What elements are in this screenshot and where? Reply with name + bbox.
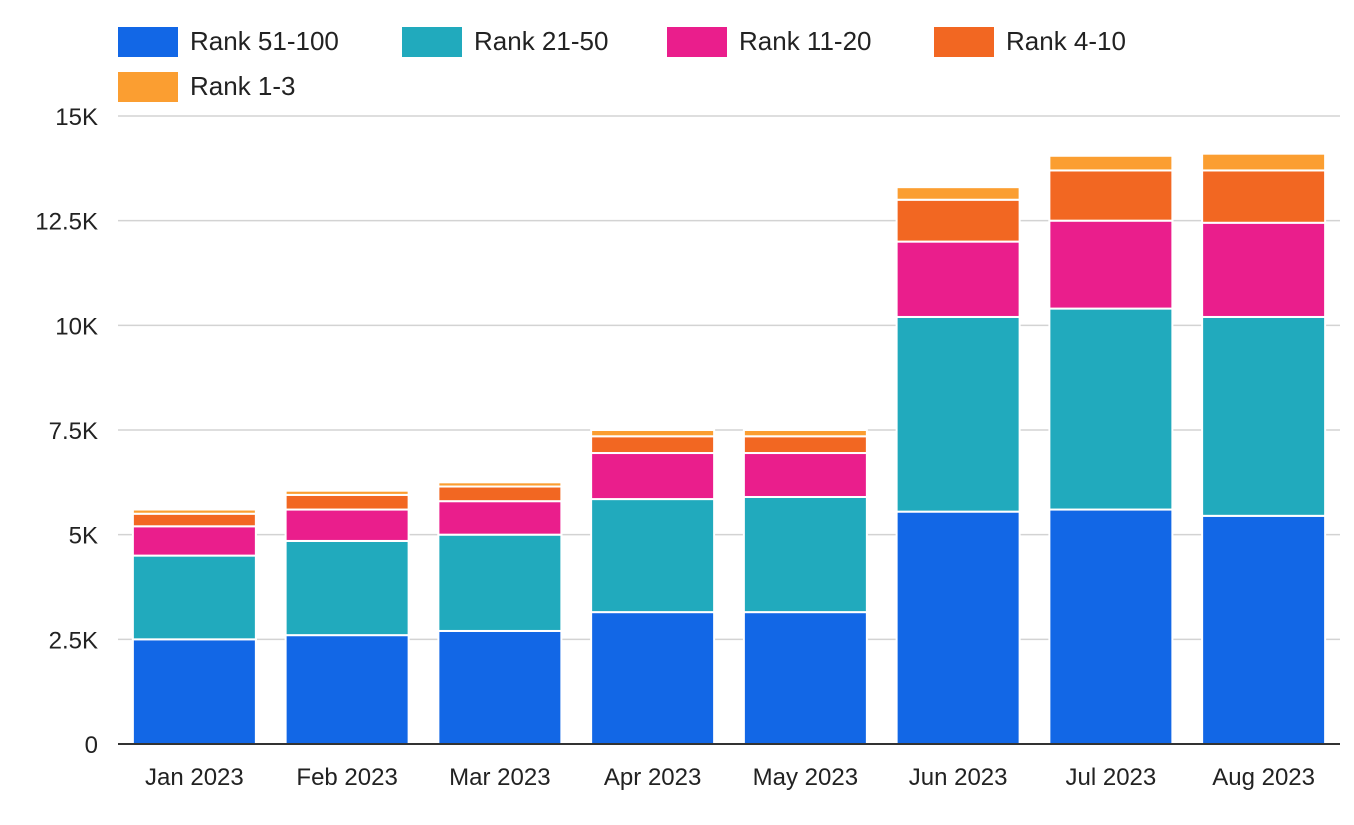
bar-segment bbox=[742, 452, 868, 498]
y-tick-label: 0 bbox=[85, 732, 98, 759]
bar-segment bbox=[1048, 508, 1174, 745]
y-tick-label: 15K bbox=[55, 104, 98, 131]
bar-segment bbox=[131, 508, 257, 515]
bar-segment bbox=[742, 611, 868, 745]
bar-segment bbox=[895, 510, 1021, 746]
bar-segment bbox=[590, 611, 716, 745]
bar-segment bbox=[1048, 154, 1174, 172]
legend-item: Rank 11-20 bbox=[667, 26, 872, 57]
bar-segment bbox=[284, 634, 410, 745]
bar-segment bbox=[437, 629, 563, 746]
bar-stack bbox=[131, 508, 257, 745]
legend-item: Rank 1-3 bbox=[118, 71, 296, 102]
bar-segment bbox=[590, 429, 716, 438]
bar-segment bbox=[590, 498, 716, 614]
bar-stack bbox=[437, 481, 563, 746]
bar-segment bbox=[1201, 315, 1327, 517]
legend-item: Rank 51-100 bbox=[118, 26, 339, 57]
bar-segment bbox=[131, 512, 257, 528]
x-tick-label: Feb 2023 bbox=[296, 764, 397, 791]
bar-segment bbox=[895, 186, 1021, 201]
x-tick-label: Jan 2023 bbox=[145, 764, 244, 791]
bar-segment bbox=[1201, 221, 1327, 318]
bar-segment bbox=[131, 525, 257, 557]
x-axis: Jan 2023 Feb 2023 Mar 2023 Apr 2023 May 2023… bbox=[118, 743, 1340, 791]
bar-segment bbox=[131, 638, 257, 745]
bar-segment bbox=[284, 489, 410, 496]
bar-segment bbox=[590, 452, 716, 501]
bar-segment bbox=[1048, 307, 1174, 511]
y-tick-label: 7.5K bbox=[49, 418, 98, 445]
legend-label: Rank 1-3 bbox=[190, 71, 296, 101]
legend: Rank 51-100 Rank 21-50 Rank 11-20 Rank 4-10… bbox=[118, 26, 1126, 102]
y-tick-label: 10K bbox=[55, 313, 98, 340]
x-tick-label: Jul 2023 bbox=[1066, 764, 1157, 791]
legend-label: Rank 51-100 bbox=[190, 26, 339, 56]
bar-segment bbox=[895, 315, 1021, 513]
bar-stack bbox=[1201, 152, 1327, 745]
legend-swatch bbox=[118, 72, 178, 102]
bar-segment bbox=[437, 481, 563, 488]
legend-label: Rank 21-50 bbox=[474, 26, 608, 56]
legend-swatch bbox=[402, 27, 462, 57]
bar-segment bbox=[1048, 169, 1174, 222]
bar-stack bbox=[284, 489, 410, 745]
y-tick-label: 12.5K bbox=[35, 209, 98, 236]
x-tick-label: Aug 2023 bbox=[1212, 764, 1315, 791]
bar-segment bbox=[895, 240, 1021, 318]
bar-segment bbox=[131, 554, 257, 641]
legend-item: Rank 4-10 bbox=[934, 26, 1126, 57]
bar-segment bbox=[742, 495, 868, 614]
x-tick-label: Apr 2023 bbox=[604, 764, 701, 791]
legend-swatch bbox=[118, 27, 178, 57]
x-tick-label: May 2023 bbox=[753, 764, 858, 791]
bar-segment bbox=[284, 539, 410, 637]
bar-segment bbox=[590, 435, 716, 455]
legend-label: Rank 11-20 bbox=[739, 26, 872, 56]
bar-segment bbox=[437, 500, 563, 536]
bar-segment bbox=[742, 429, 868, 438]
y-axis: 0 2.5K 5K 7.5K 10K 12.5K 15K bbox=[35, 104, 98, 759]
bar-stack bbox=[742, 429, 868, 745]
bar-segment bbox=[1201, 514, 1327, 745]
bar-segment bbox=[1201, 152, 1327, 172]
bar-segment bbox=[284, 508, 410, 542]
bar-stack bbox=[1048, 154, 1174, 745]
bar-segment bbox=[895, 198, 1021, 243]
bar-stack bbox=[895, 186, 1021, 746]
legend-swatch bbox=[934, 27, 994, 57]
x-tick-label: Jun 2023 bbox=[909, 764, 1008, 791]
bars bbox=[131, 152, 1327, 746]
legend-swatch bbox=[667, 27, 727, 57]
bar-segment bbox=[437, 533, 563, 632]
bar-stack bbox=[590, 429, 716, 745]
bar-segment bbox=[437, 485, 563, 503]
x-tick-label: Mar 2023 bbox=[449, 764, 550, 791]
legend-item: Rank 21-50 bbox=[402, 26, 608, 57]
bar-segment bbox=[1048, 219, 1174, 310]
bar-segment bbox=[1201, 169, 1327, 224]
y-tick-label: 2.5K bbox=[49, 627, 98, 654]
legend-label: Rank 4-10 bbox=[1006, 26, 1126, 56]
y-tick-label: 5K bbox=[69, 523, 98, 550]
bar-segment bbox=[284, 493, 410, 511]
bar-segment bbox=[742, 435, 868, 455]
